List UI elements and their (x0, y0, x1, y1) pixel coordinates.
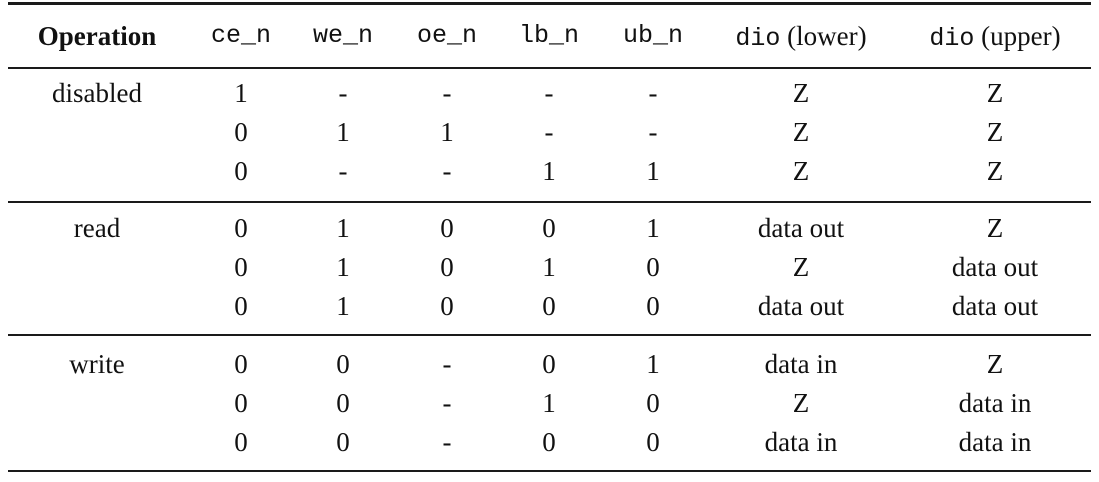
cell-dio-upper: data in (958, 388, 1032, 418)
cell-we-n: - (338, 78, 348, 108)
cell-dio-upper: Z (986, 78, 1004, 108)
cell-ce-n: 1 (234, 78, 248, 108)
cell-ub-n: - (648, 117, 658, 147)
cell-dio-lower: Z (792, 252, 810, 282)
cell-ub-n: 0 (646, 291, 660, 321)
cell-ub-n: 0 (646, 252, 660, 282)
cell-dio-lower: data out (757, 213, 845, 243)
cell-lb-n: - (544, 117, 554, 147)
group-separator-rule (8, 334, 1091, 336)
cell-ub-n: - (648, 78, 658, 108)
cell-oe-n: - (442, 349, 452, 379)
cell-dio-upper: Z (986, 156, 1004, 186)
header-lb-n: lb_n (518, 21, 580, 50)
cell-lb-n: 1 (542, 388, 556, 418)
cell-ub-n: 0 (646, 427, 660, 457)
cell-dio-lower: Z (792, 388, 810, 418)
header-dio-upper-label: (upper) (974, 21, 1061, 51)
cell-oe-n: - (442, 156, 452, 186)
cell-we-n: 0 (336, 349, 350, 379)
cell-dio-upper: Z (986, 117, 1004, 147)
top-rule (8, 2, 1091, 5)
cell-dio-lower: Z (792, 117, 810, 147)
cell-ce-n: 0 (234, 156, 248, 186)
cell-ce-n: 0 (234, 427, 248, 457)
header-dio-lower: dio (lower) (735, 21, 866, 54)
cell-dio-upper: data out (951, 291, 1039, 321)
cell-we-n: 1 (336, 252, 350, 282)
cell-ub-n: 1 (646, 213, 660, 243)
cell-lb-n: 0 (542, 213, 556, 243)
group-separator-rule (8, 201, 1091, 203)
cell-oe-n: - (442, 388, 452, 418)
cell-we-n: 1 (336, 117, 350, 147)
header-dio-lower-code: dio (735, 24, 781, 53)
cell-lb-n: 1 (542, 252, 556, 282)
cell-dio-lower: data in (764, 427, 838, 457)
cell-lb-n: 0 (542, 427, 556, 457)
cell-dio-upper: Z (986, 213, 1004, 243)
cell-we-n: 1 (336, 213, 350, 243)
operation-label: write (69, 349, 125, 379)
cell-ub-n: 1 (646, 156, 660, 186)
cell-lb-n: 0 (542, 349, 556, 379)
cell-dio-upper: data out (951, 252, 1039, 282)
cell-ce-n: 0 (234, 291, 248, 321)
cell-lb-n: - (544, 78, 554, 108)
cell-lb-n: 0 (542, 291, 556, 321)
cell-dio-lower: Z (792, 156, 810, 186)
cell-ce-n: 0 (234, 213, 248, 243)
header-rule (8, 67, 1091, 69)
cell-dio-upper: Z (986, 349, 1004, 379)
header-dio-upper: dio (upper) (929, 21, 1060, 54)
cell-oe-n: 1 (440, 117, 454, 147)
header-ub-n: ub_n (622, 21, 684, 50)
cell-dio-lower: Z (792, 78, 810, 108)
cell-ce-n: 0 (234, 252, 248, 282)
cell-we-n: 1 (336, 291, 350, 321)
cell-dio-lower: data in (764, 349, 838, 379)
cell-ce-n: 0 (234, 349, 248, 379)
cell-dio-upper: data in (958, 427, 1032, 457)
cell-oe-n: - (442, 78, 452, 108)
cell-dio-lower: data out (757, 291, 845, 321)
cell-ub-n: 1 (646, 349, 660, 379)
cell-we-n: - (338, 156, 348, 186)
header-ce-n: ce_n (210, 21, 272, 50)
cell-ub-n: 0 (646, 388, 660, 418)
operation-label: disabled (52, 78, 142, 108)
cell-we-n: 0 (336, 388, 350, 418)
cell-oe-n: 0 (440, 291, 454, 321)
header-dio-lower-label: (lower) (780, 21, 867, 51)
header-dio-upper-code: dio (929, 24, 975, 53)
cell-we-n: 0 (336, 427, 350, 457)
header-we-n: we_n (312, 21, 374, 50)
cell-lb-n: 1 (542, 156, 556, 186)
cell-oe-n: 0 (440, 213, 454, 243)
bottom-rule (8, 470, 1091, 472)
cell-oe-n: - (442, 427, 452, 457)
cell-ce-n: 0 (234, 388, 248, 418)
cell-oe-n: 0 (440, 252, 454, 282)
header-operation: Operation (37, 21, 157, 51)
operation-label: read (73, 213, 121, 243)
cell-ce-n: 0 (234, 117, 248, 147)
header-oe-n: oe_n (416, 21, 478, 50)
